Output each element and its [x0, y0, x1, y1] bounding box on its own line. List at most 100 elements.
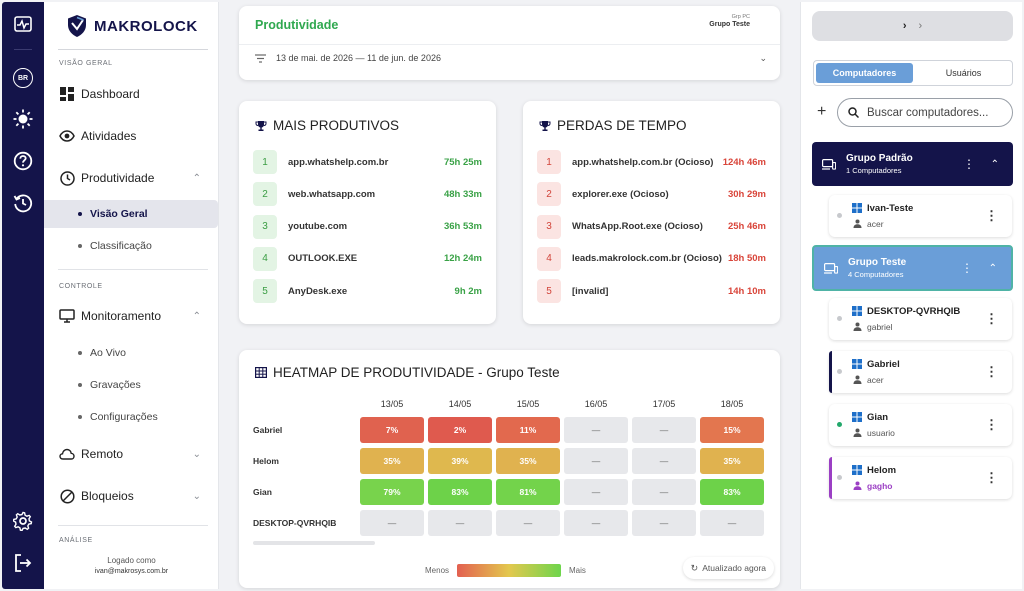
refresh-button[interactable]: ↻ Atualizado agora — [682, 557, 774, 579]
heatmap-cell[interactable]: — — [496, 510, 560, 536]
chevron-up-icon: ⌃ — [192, 172, 201, 184]
more-vert-icon[interactable]: ⋮ — [985, 311, 998, 326]
section-control-label: CONTROLE — [59, 283, 103, 290]
item-name: OUTLOOK.EXE — [288, 253, 358, 265]
list-item[interactable]: 2 explorer.exe (Ocioso) 30h 29m — [537, 182, 766, 207]
chevron-up-icon[interactable]: ⌃ — [988, 262, 997, 274]
heatmap-cell[interactable]: — — [564, 417, 628, 443]
nav-recordings[interactable]: Gravações — [44, 371, 219, 399]
help-icon[interactable] — [2, 151, 44, 171]
heatmap-cell[interactable]: — — [564, 510, 628, 536]
nav-overview[interactable]: Visão Geral — [44, 200, 218, 228]
tab-users[interactable]: Usuários — [945, 68, 982, 78]
heatmap-cell[interactable]: 35% — [496, 448, 560, 474]
nav-settings[interactable]: Configurações — [44, 403, 219, 431]
rank-badge: 2 — [253, 182, 277, 207]
more-vert-icon[interactable]: ⋮ — [963, 157, 975, 171]
heatmap-cell[interactable]: — — [564, 479, 628, 505]
heatmap-cell[interactable]: 79% — [360, 479, 424, 505]
heatmap-cell[interactable]: 39% — [428, 448, 492, 474]
heatmap-cell[interactable]: 83% — [700, 479, 764, 505]
nav-dashboard[interactable]: Dashboard — [44, 79, 219, 109]
logout-icon[interactable] — [2, 553, 44, 573]
more-vert-icon[interactable]: ⋮ — [985, 364, 998, 379]
chevron-up-icon: ⌃ — [192, 310, 201, 322]
list-item[interactable]: 5 AnyDesk.exe 9h 2m — [253, 279, 482, 304]
list-item[interactable]: 5 [invalid] 14h 10m — [537, 279, 766, 304]
refresh-label: Atualizado agora — [702, 563, 766, 573]
list-item[interactable]: 2 web.whatsapp.com 48h 33m — [253, 182, 482, 207]
group-header[interactable]: Grupo Padrão 1 Computadores ⋮ ⌃ — [812, 142, 1013, 186]
group-header[interactable]: Grupo Teste 4 Computadores ⋮ ⌃ — [812, 245, 1013, 291]
more-vert-icon[interactable]: ⋮ — [961, 261, 973, 275]
language-icon[interactable]: BR — [2, 68, 44, 88]
panel-nav-button[interactable]: › › — [812, 11, 1013, 41]
time-loss-card: PERDAS DE TEMPO 1 app.whatshelp.com.br (O… — [523, 101, 780, 324]
date-range-picker[interactable]: 13 de mai. de 2026 — 11 de jun. de 2026 … — [255, 53, 767, 63]
search-input[interactable] — [867, 106, 1007, 119]
heatmap-cell[interactable]: — — [632, 510, 696, 536]
history-icon[interactable] — [2, 193, 44, 213]
heatmap-cell[interactable]: — — [700, 510, 764, 536]
sun-icon[interactable] — [2, 109, 44, 129]
nav-productivity[interactable]: Produtividade ⌃ — [44, 163, 219, 193]
tab-computers[interactable]: Computadores — [816, 63, 913, 83]
heatmap-cell[interactable]: 7% — [360, 417, 424, 443]
computer-item[interactable]: Gian usuario ⋮ — [829, 404, 1012, 446]
time-loss-title-text: PERDAS DE TEMPO — [557, 118, 687, 133]
dashboard-icon — [59, 86, 75, 102]
heatmap-cell[interactable]: 81% — [496, 479, 560, 505]
list-item[interactable]: 4 leads.makrolock.com.br (Ocioso) 18h 50m — [537, 246, 766, 271]
more-vert-icon[interactable]: ⋮ — [985, 208, 998, 223]
shield-logo-icon — [68, 15, 86, 37]
heatmap-cell[interactable]: — — [632, 479, 696, 505]
language-badge: BR — [13, 68, 33, 88]
nav-remote[interactable]: Remoto ⌄ — [44, 439, 219, 469]
heatmap-cell[interactable]: 11% — [496, 417, 560, 443]
more-vert-icon[interactable]: ⋮ — [985, 417, 998, 432]
brand-name: MAKROLOCK — [94, 17, 198, 35]
heatmap-cell[interactable]: 35% — [360, 448, 424, 474]
computer-item[interactable]: Gabriel acer ⋮ — [829, 351, 1012, 393]
nav-blocks[interactable]: Bloqueios ⌄ — [44, 481, 219, 511]
heatmap-cell[interactable]: — — [564, 448, 628, 474]
legend-low: Menos — [425, 566, 450, 575]
heatmap-cell[interactable]: — — [428, 510, 492, 536]
brand-logo[interactable]: MAKROLOCK — [66, 14, 198, 38]
windows-icon — [852, 465, 862, 475]
heatmap-cell[interactable]: — — [360, 510, 424, 536]
list-item[interactable]: 1 app.whatshelp.com.br 75h 25m — [253, 150, 482, 174]
item-time: 124h 46m — [722, 156, 766, 168]
more-vert-icon[interactable]: ⋮ — [985, 470, 998, 485]
activity-icon[interactable] — [2, 16, 44, 32]
item-time: 25h 46m — [727, 221, 766, 233]
heatmap-cell[interactable]: 2% — [428, 417, 492, 443]
add-computer-button[interactable]: + — [817, 103, 827, 120]
nav-recordings-label: Gravações — [90, 379, 141, 391]
heatmap-cell[interactable]: — — [632, 417, 696, 443]
status-dot — [837, 422, 842, 427]
computer-item[interactable]: DESKTOP-QVRHQIB gabriel ⋮ — [829, 298, 1012, 340]
settings-icon[interactable] — [2, 511, 44, 531]
list-item[interactable]: 1 app.whatshelp.com.br (Ocioso) 124h 46m — [537, 150, 766, 174]
legend-gradient — [457, 564, 562, 577]
nav-classification[interactable]: Classificação — [44, 232, 219, 260]
heatmap-cell[interactable]: 83% — [428, 479, 492, 505]
item-time: 48h 33m — [443, 188, 482, 200]
most-productive-card: MAIS PRODUTIVOS 1 app.whatshelp.com.br 75h… — [239, 101, 496, 324]
computer-item[interactable]: Helom gagho ⋮ — [829, 457, 1012, 499]
computer-item[interactable]: Ivan-Teste acer ⋮ — [829, 195, 1012, 237]
list-item[interactable]: 4 OUTLOOK.EXE 12h 24m — [253, 246, 482, 271]
list-item[interactable]: 3 WhatsApp.Root.exe (Ocioso) 25h 46m — [537, 214, 766, 239]
group-count: 4 Computadores — [848, 270, 904, 279]
heatmap-scrollbar[interactable] — [253, 541, 375, 545]
heatmap-cell[interactable]: 15% — [700, 417, 764, 443]
nav-monitoring[interactable]: Monitoramento ⌃ — [44, 301, 219, 331]
chevron-up-icon[interactable]: ⌃ — [990, 158, 999, 170]
nav-activities[interactable]: Atividades — [44, 121, 219, 151]
nav-live[interactable]: Ao Vivo — [44, 339, 219, 367]
list-item[interactable]: 3 youtube.com 36h 53m — [253, 214, 482, 239]
heatmap-cell[interactable]: 35% — [700, 448, 764, 474]
heatmap-title-text: HEATMAP DE PRODUTIVIDADE - Grupo Teste — [273, 365, 560, 380]
heatmap-cell[interactable]: — — [632, 448, 696, 474]
